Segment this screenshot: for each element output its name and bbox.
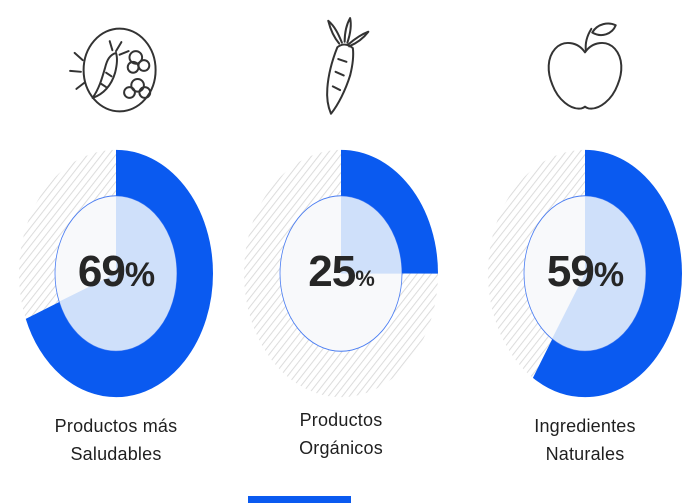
percent-sign: % — [124, 255, 155, 294]
donut-chart — [488, 149, 682, 398]
donut-healthier-products: 69% — [16, 146, 216, 401]
apple-icon — [547, 22, 623, 110]
percent-label: 69% — [77, 246, 155, 297]
caption-line-1: Ingredientes — [534, 416, 636, 436]
caption-line-1: Productos — [299, 410, 383, 430]
stat-column-organic-products: 25% Productos Orgánicos — [242, 0, 440, 463]
stat-column-natural-ingredients: 59% Ingredientes Naturales — [486, 0, 684, 469]
percent-label: 25% — [308, 247, 374, 297]
icon-box — [62, 0, 170, 140]
percent-value: 69 — [77, 246, 126, 296]
stat-column-healthier-products: 69% Productos más Saludables — [12, 0, 220, 469]
carrot-icon — [326, 17, 370, 115]
percent-sign: % — [593, 255, 624, 294]
mixed-vegetables-icon — [69, 27, 157, 113]
icon-box — [539, 0, 631, 140]
footer-accent-bar — [248, 496, 351, 503]
chart-caption: Ingredientes Naturales — [534, 413, 635, 469]
caption-line-2: Saludables — [70, 443, 162, 464]
chart-caption: Productos más Saludables — [55, 413, 178, 469]
caption-line-1: Productos más — [54, 416, 178, 436]
percent-label: 59% — [546, 246, 624, 297]
donut-organic-products: 25% — [241, 146, 441, 401]
caption-line-2: Orgánicos — [299, 437, 383, 458]
percent-value: 59 — [546, 246, 595, 296]
caption-line-2: Naturales — [545, 443, 625, 464]
donut-chart — [244, 149, 438, 398]
percent-value: 25 — [308, 246, 356, 296]
donut-chart — [19, 149, 213, 398]
chart-caption: Productos Orgánicos — [299, 407, 383, 463]
icon-box — [300, 0, 382, 140]
percent-sign: % — [355, 265, 375, 291]
donut-natural-ingredients: 59% — [485, 146, 685, 401]
